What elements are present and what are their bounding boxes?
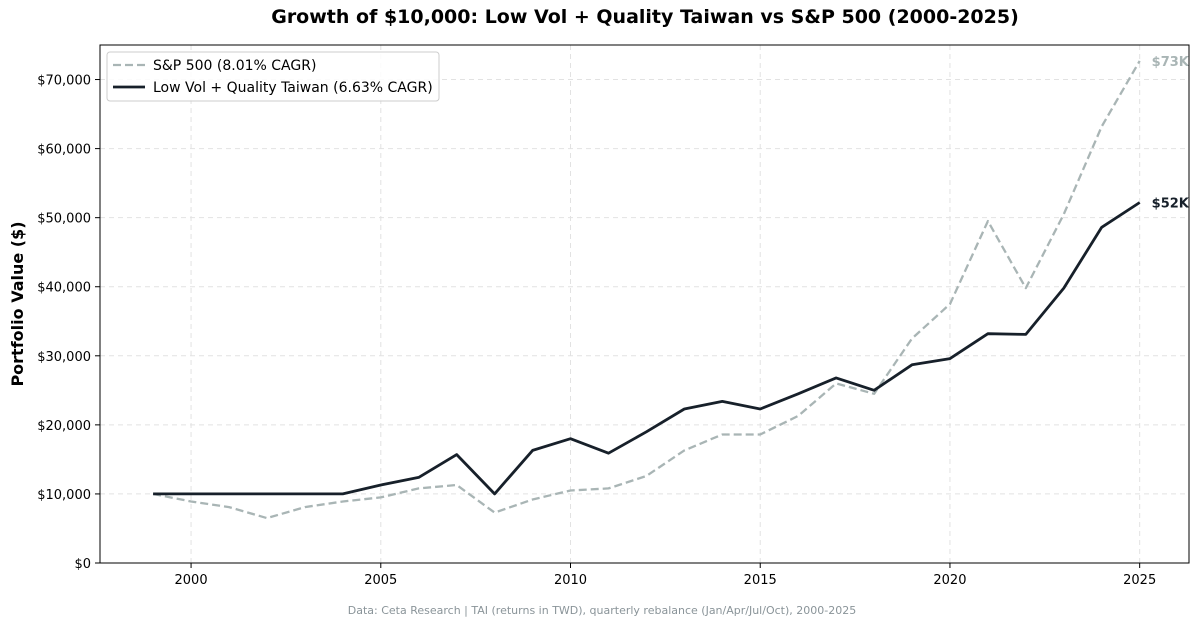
x-tick-label: 2000 xyxy=(175,573,208,588)
x-axis: 2000 2005 2010 2015 2020 2025 xyxy=(175,563,1156,588)
y-tick-label: $0 xyxy=(74,557,91,572)
legend-entry-label: Low Vol + Quality Taiwan (6.63% CAGR) xyxy=(153,80,433,96)
series-end-label: $73K xyxy=(1152,55,1190,70)
x-tick-label: 2020 xyxy=(933,573,966,588)
y-tick-label: $50,000 xyxy=(37,212,91,227)
chart-title: Growth of $10,000: Low Vol + Quality Tai… xyxy=(271,6,1019,28)
y-tick-label: $20,000 xyxy=(37,419,91,434)
legend: S&P 500 (8.01% CAGR) Low Vol + Quality Ta… xyxy=(106,51,440,102)
low-vol-quality-taiwan-series-line xyxy=(153,201,1141,496)
y-tick-label: $30,000 xyxy=(37,350,91,365)
y-axis: $0 $10,000 $20,000 $30,000 $40,000 $50,000 $60… xyxy=(37,74,100,572)
x-tick-label: 2025 xyxy=(1123,573,1156,588)
y-tick-label: $70,000 xyxy=(37,74,91,89)
sp500-series-line xyxy=(152,60,1141,520)
x-tick-label: 2015 xyxy=(744,573,777,588)
y-tick-label: $10,000 xyxy=(37,488,91,503)
series-end-label: $52K xyxy=(1152,196,1190,211)
grid-lines xyxy=(100,45,1189,564)
y-tick-label: $40,000 xyxy=(37,281,91,296)
data-source-footnote: Data: Ceta Research | TAI (returns in TW… xyxy=(347,604,857,617)
legend-box xyxy=(106,51,440,102)
series-lines xyxy=(152,60,1141,520)
plot-frame xyxy=(99,44,1190,564)
x-tick-label: 2010 xyxy=(554,573,587,588)
x-tick-label: 2005 xyxy=(364,573,397,588)
y-axis-label: Portfolio Value ($) xyxy=(8,221,27,386)
end-value-labels: $73K $52K xyxy=(1152,55,1190,212)
legend-entry-label: S&P 500 (8.01% CAGR) xyxy=(153,58,316,74)
y-tick-label: $60,000 xyxy=(37,143,91,158)
